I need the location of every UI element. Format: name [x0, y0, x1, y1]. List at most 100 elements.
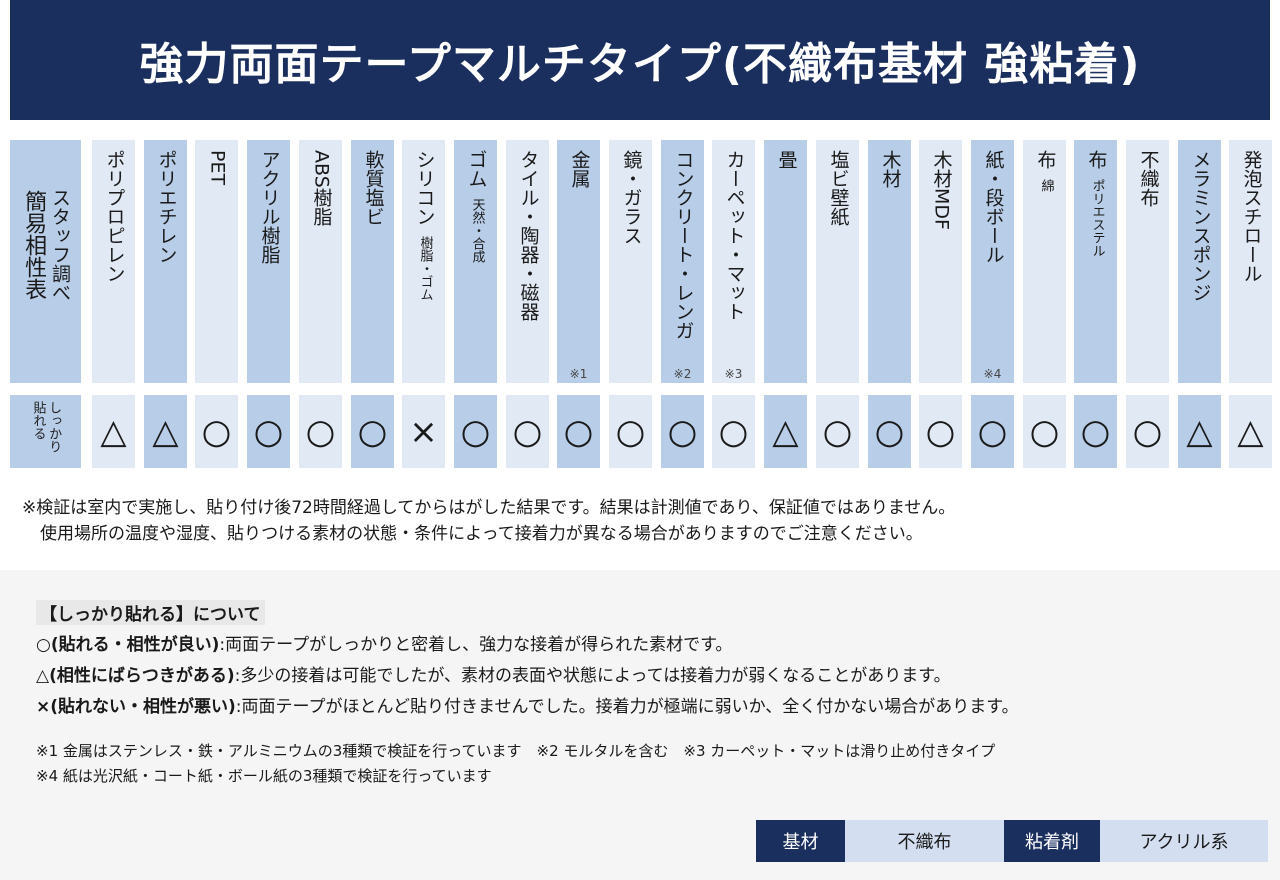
material-name-wrap: 鏡・ガラス [620, 150, 643, 245]
material-header-cell: アクリル樹脂 [247, 140, 290, 383]
material-name-wrap: ポリエチレン [155, 150, 178, 264]
material-name-wrap: 木材MDF [930, 150, 952, 230]
rating-cell: ○ [919, 395, 962, 468]
footnote-line-1: ※1 金属はステンレス・鉄・アルミニウムの3種類で検証を行っています ※2 モル… [36, 742, 996, 760]
material-header-cell: 紙・段ボール ※4 [971, 140, 1014, 383]
material-name: 発泡スチロール [1240, 150, 1263, 283]
material-header-cell: 布ポリエステル [1074, 140, 1117, 383]
material-header-cell: ABS樹脂 [299, 140, 342, 383]
material-footnote-ref: ※4 [983, 367, 1002, 381]
rating-cell: ○ [351, 395, 394, 468]
material-name-wrap: 木材 [879, 150, 901, 188]
rating-cell: ○ [454, 395, 497, 468]
legend-title: 【しっかり貼れる】について [36, 600, 265, 625]
material-name: ポリエチレン [155, 150, 178, 264]
material-name: シリコン [413, 150, 436, 226]
rating-cell: ○ [971, 395, 1014, 468]
rating-cell: △ [144, 395, 187, 468]
rating-cell: ○ [195, 395, 238, 468]
material-name: PET [206, 150, 229, 186]
spec-adhesive-value: アクリル系 [1100, 820, 1268, 862]
material-name-wrap: 軟質塩ビ [362, 150, 385, 226]
rating-cell: △ [1178, 395, 1221, 468]
material-name-wrap: コンクリート・レンガ [672, 150, 695, 340]
material-name: 塩ビ壁紙 [827, 150, 850, 226]
material-header-cell: 畳 [764, 140, 807, 383]
material-header-cell: 軟質塩ビ [351, 140, 394, 383]
material-subtype: 天然・合成 [469, 198, 485, 263]
material-header-cell: ゴム天然・合成 [454, 140, 497, 383]
material-header-cell: カーペット・マット ※3 [712, 140, 755, 383]
legend-bad-text: :両面テープがほとんど貼り付きませんでした。接着力が極端に弱いか、全く付かない場… [235, 697, 1019, 717]
material-header-cell: 鏡・ガラス [609, 140, 652, 383]
rating-cell: ○ [1023, 395, 1066, 468]
material-name-wrap: タイル・陶器・磁器 [517, 150, 540, 321]
material-footnote-ref: ※1 [569, 367, 588, 381]
legend-good: ○(貼れる・相性が良い):両面テープがしっかりと密着し、強力な接着が得られた素材… [36, 630, 732, 655]
legend-mid-label: △(相性にばらつきがある) [36, 666, 235, 686]
material-header-cell: 金属 ※1 [557, 140, 600, 383]
page-title: 強力両面テープマルチタイプ(不織布基材 強粘着) [10, 0, 1270, 120]
material-name-wrap: 不織布 [1137, 150, 1160, 207]
material-subtype: ポリエステル [1089, 179, 1105, 257]
material-header-cell: タイル・陶器・磁器 [506, 140, 549, 383]
material-name-wrap: 金属 [568, 150, 591, 188]
legend-bad: ×(貼れない・相性が悪い):両面テープがほとんど貼り付きませんでした。接着力が極… [36, 692, 1019, 717]
material-name-wrap: 畳 [775, 150, 798, 169]
rating-cell: ○ [609, 395, 652, 468]
rating-cell: ○ [661, 395, 704, 468]
material-name-wrap: 布ポリエステル [1085, 150, 1108, 257]
rating-cell: ○ [299, 395, 342, 468]
material-name: コンクリート・レンガ [672, 150, 695, 340]
material-header-cell: 布綿 [1023, 140, 1066, 383]
material-name: 鏡・ガラス [620, 150, 643, 245]
spec-base-value: 不織布 [845, 820, 1004, 862]
material-name: 布 [1085, 150, 1108, 169]
material-header-cell: 発泡スチロール [1229, 140, 1272, 383]
rating-cell: ○ [816, 395, 859, 468]
rating-cell: × [402, 395, 445, 468]
material-name-wrap: ポリプロピレン [103, 150, 126, 283]
material-header-cell: コンクリート・レンガ ※2 [661, 140, 704, 383]
material-name-wrap: 発泡スチロール [1240, 150, 1263, 283]
spec-base-label: 基材 [756, 820, 845, 862]
rating-cell: ○ [557, 395, 600, 468]
material-footnote-ref: ※3 [724, 367, 743, 381]
rating-cell: △ [764, 395, 807, 468]
material-name: 軟質塩ビ [362, 150, 385, 226]
material-name: 不織布 [1137, 150, 1160, 207]
rating-cell: ○ [506, 395, 549, 468]
material-header-cell: 塩ビ壁紙 [816, 140, 859, 383]
material-name-wrap: 塩ビ壁紙 [827, 150, 850, 226]
corner-label-staff: スタッフ調べ [49, 188, 72, 302]
material-header-cell: メラミンスポンジ [1178, 140, 1221, 383]
material-name: ABS樹脂 [310, 150, 333, 226]
material-header-cell: PET [195, 140, 238, 383]
spec-adhesive-label: 粘着剤 [1004, 820, 1100, 862]
rating-cell: △ [92, 395, 135, 468]
rating-row-label: しっかり 貼れる [10, 395, 81, 468]
material-name-wrap: ABS樹脂 [310, 150, 333, 226]
material-name-wrap: カーペット・マット [723, 150, 746, 321]
material-name: ポリプロピレン [103, 150, 126, 283]
material-name-wrap: ゴム天然・合成 [465, 150, 488, 263]
material-header-cell: 木材 [868, 140, 911, 383]
legend-mid: △(相性にばらつきがある):多少の接着は可能でしたが、素材の表面や状態によっては… [36, 661, 951, 686]
test-notes: ※検証は室内で実施し、貼り付け後72時間経過してからはがした結果です。結果は計測… [22, 495, 955, 547]
material-name: ゴム [465, 150, 488, 188]
rating-cell: ○ [247, 395, 290, 468]
material-header-cell: ポリプロピレン [92, 140, 135, 383]
material-name: タイル・陶器・磁器 [517, 150, 540, 321]
material-footnote-ref: ※2 [673, 367, 692, 381]
material-name: 紙・段ボール [982, 150, 1005, 264]
footnote-line-2: ※4 紙は光沢紙・コート紙・ボール紙の3種類で検証を行っています [36, 767, 492, 785]
rating-cell: ○ [1074, 395, 1117, 468]
rating-cell: ○ [1126, 395, 1169, 468]
material-header-cell: シリコン樹脂・ゴム [402, 140, 445, 383]
material-name: 畳 [775, 150, 798, 169]
legend-good-text: :両面テープがしっかりと密着し、強力な接着が得られた素材です。 [219, 635, 733, 655]
material-name: 金属 [568, 150, 591, 188]
material-header-cell: 木材MDF [919, 140, 962, 383]
material-name: カーペット・マット [723, 150, 746, 321]
material-name-wrap: アクリル樹脂 [258, 150, 280, 264]
